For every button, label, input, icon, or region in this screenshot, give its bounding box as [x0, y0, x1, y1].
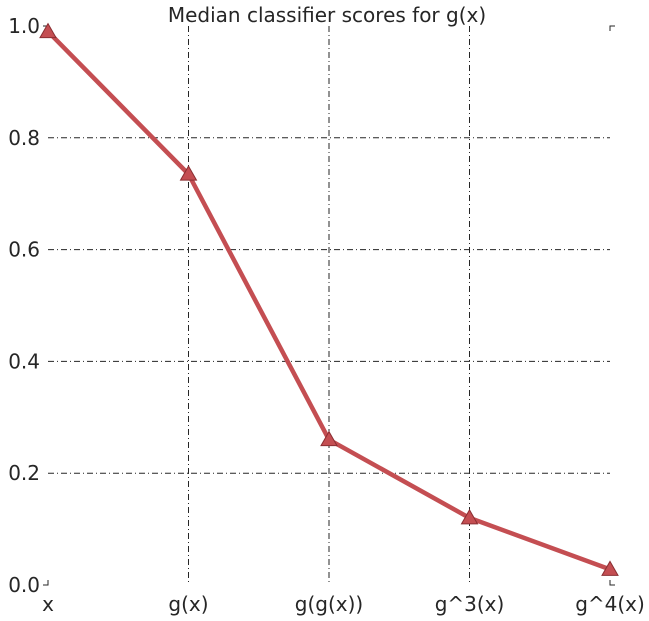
grid	[48, 26, 610, 585]
corner-mark	[609, 580, 615, 586]
y-tick-label: 0.0	[8, 573, 40, 597]
series	[39, 22, 619, 576]
data-point-marker	[39, 22, 57, 39]
y-tick-label: 1.0	[8, 14, 40, 38]
x-tick-label: g(g(x))	[295, 592, 363, 616]
corner-mark	[43, 580, 49, 586]
x-tick-label: g(x)	[168, 592, 208, 616]
x-tick-labels: x g(x) g(g(x)) g^3(x) g^4(x)	[42, 592, 645, 616]
y-tick-label: 0.8	[8, 126, 40, 150]
corner-mark	[609, 25, 615, 31]
y-tick-label: 0.2	[8, 461, 40, 485]
x-tick-label: x	[42, 592, 54, 616]
data-point-marker	[179, 165, 198, 181]
x-tick-label: g^4(x)	[575, 592, 645, 616]
y-tick-label: 0.4	[8, 349, 40, 373]
y-tick-label: 0.6	[8, 238, 40, 262]
x-tick-label: g^3(x)	[435, 592, 505, 616]
y-tick-labels: 0.0 0.2 0.4 0.6 0.8 1.0	[8, 14, 40, 597]
data-point-marker	[460, 508, 479, 525]
data-point-marker	[601, 560, 619, 576]
data-point-marker	[320, 430, 338, 447]
chart-title: Median classifier scores for g(x)	[168, 3, 486, 27]
